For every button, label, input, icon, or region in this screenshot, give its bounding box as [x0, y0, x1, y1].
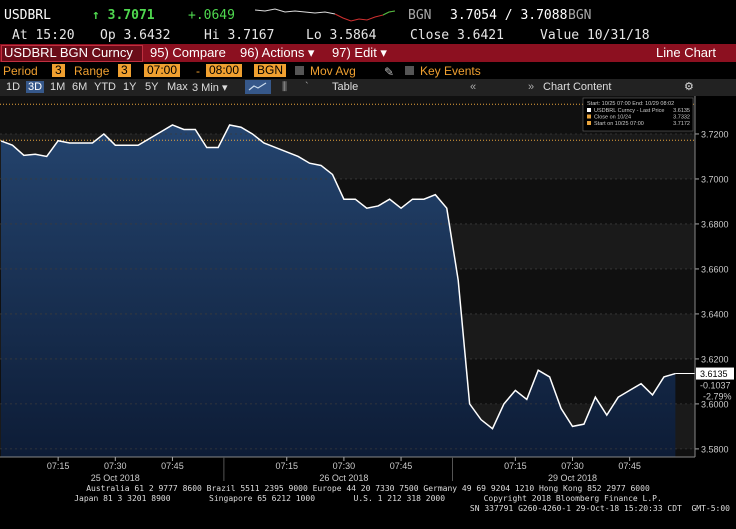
checkbox[interactable]: [405, 66, 414, 75]
quote-low: Lo 3.5864: [306, 28, 377, 43]
chart: 3.5800 3.6000 3.6200 3.6400 3.6600 3.6800 3.70…: [0, 96, 734, 482]
y-tick-label: 3.6200: [701, 354, 729, 364]
legend-name: USDBRL Curncy - Last Price: [594, 108, 664, 114]
x-tick-label: 07:30: [333, 461, 356, 471]
y-tick-label: 3.7000: [701, 174, 729, 184]
legend-range: Start: 10/25 07:00 End: 10/29 08:02: [587, 101, 674, 107]
range-label: Range: [74, 64, 110, 78]
legend-value: 3.7332: [673, 115, 690, 121]
toolbar: USDBRL BGN Curncy 95) Compare 96) Action…: [0, 44, 736, 62]
y-tick-label: 3.6400: [701, 309, 729, 319]
range-field[interactable]: 3: [118, 64, 131, 77]
table-button[interactable]: Table: [332, 81, 359, 93]
source: BGN: [568, 8, 592, 23]
dash: -: [196, 64, 200, 78]
range-button[interactable]: YTD: [94, 81, 116, 93]
last-price: ↑ 3.7071: [92, 8, 155, 23]
last-pct-label: -2.79%: [703, 392, 732, 402]
last-value-label: 3.6135: [700, 369, 728, 379]
x-tick-label: 07:15: [47, 461, 70, 471]
end-field[interactable]: 08:00: [206, 64, 243, 77]
quote-time: At 15:20: [12, 28, 75, 43]
period-label: Period: [3, 64, 38, 78]
legend-swatch: [587, 114, 591, 119]
y-tick-label: 3.5800: [701, 444, 729, 454]
sparkline: [255, 8, 395, 22]
range-button[interactable]: 1D: [6, 81, 21, 93]
legend-box: [582, 97, 694, 132]
x-tick-label: 07:15: [504, 461, 527, 471]
range-button[interactable]: 6M: [72, 81, 88, 93]
x-tick-label: 07:30: [104, 461, 127, 471]
legend-value: 3.7172: [673, 121, 690, 127]
legend: Start: 10/25 07:00 End: 10/29 08:02USDBR…: [582, 97, 694, 132]
legend-swatch: [587, 121, 591, 125]
last-value-tag: [696, 367, 734, 380]
bid-ask: 3.7054 / 3.7088: [450, 8, 568, 23]
quote-value: Value 10/31/18: [540, 28, 650, 43]
x-tick-label: 07:45: [618, 461, 641, 471]
pencil-icon[interactable]: ✎: [384, 65, 395, 79]
y-tick-label: 3.6800: [701, 219, 729, 229]
area: [1, 124, 676, 457]
chart-content[interactable]: Chart Content: [543, 81, 612, 93]
range-button[interactable]: 5Y: [145, 81, 159, 93]
range-bar: 1D 3D 1M 6M YTD 1Y 5Y Max 3 Min ▾ ⫼ ` Table « »…: [0, 79, 736, 96]
collapse-icon[interactable]: «: [470, 81, 477, 93]
footer: Australia 61 2 9777 8600 Brazil 5511 239…: [0, 484, 736, 514]
legend-swatch: [587, 108, 591, 112]
tick-icon[interactable]: `: [305, 81, 309, 93]
security-field[interactable]: [1, 45, 143, 62]
x-tick-label: 07:45: [161, 461, 184, 471]
range-button[interactable]: 1Y: [123, 81, 137, 93]
y-tick-label: 3.7200: [701, 129, 729, 139]
price-line: [0, 124, 676, 430]
compare-button[interactable]: 95) Compare: [150, 45, 226, 60]
x-tick-label: 07:45: [390, 461, 413, 471]
quote-open: Op 3.6432: [100, 28, 171, 43]
mov-avg[interactable]: Mov Avg: [310, 64, 356, 78]
x-tick-label: 07:30: [561, 461, 584, 471]
edit-button[interactable]: 97) Edit ▾: [332, 45, 387, 60]
source: BGN: [408, 8, 432, 23]
date-label: 29 Oct 2018: [548, 473, 597, 482]
footer-line: SN 337791 G260-4260-1 29-Oct-18 15:20:33…: [469, 504, 730, 513]
y-tick-label: 3.6000: [701, 399, 729, 409]
date-label: 26 Oct 2018: [319, 473, 368, 482]
line-icon-glyph: [248, 82, 267, 91]
source-field[interactable]: BGN: [254, 64, 287, 77]
net-change: +.0649: [188, 8, 235, 23]
key-events[interactable]: Key Events: [420, 64, 481, 78]
quote-close: Close 3.6421: [410, 28, 504, 43]
quote-high: Hi 3.7167: [204, 28, 275, 43]
settings-icon[interactable]: ⚙: [684, 81, 694, 93]
settings-bar: Period 3 Range 3 07:00 - 08:00 BGN Mov A…: [0, 63, 736, 80]
footer-line: Australia 61 2 9777 8600 Brazil 5511 239…: [86, 484, 650, 493]
legend-value: 3.6135: [673, 108, 690, 114]
bar-icon[interactable]: ⫼: [282, 81, 288, 93]
last-change-label: -0.1037: [700, 381, 731, 391]
range-button[interactable]: Max: [167, 81, 188, 93]
actions-button[interactable]: 96) Actions ▾: [240, 45, 315, 60]
start-field[interactable]: 07:00: [144, 64, 181, 77]
expand-icon[interactable]: »: [528, 81, 535, 93]
legend-name: Start on 10/25 07:00: [594, 121, 644, 127]
legend-name: Close on 10/24: [594, 115, 631, 121]
security[interactable]: USDBRL BGN Curncy: [4, 45, 133, 60]
y-tick-label: 3.6600: [701, 264, 729, 274]
checkbox[interactable]: [295, 66, 304, 75]
date-label: 25 Oct 2018: [91, 473, 140, 482]
ticker: USDBRL: [4, 8, 51, 23]
footer-line: Japan 81 3 3201 8900 Singapore 65 6212 1…: [74, 494, 662, 503]
x-tick-label: 07:15: [275, 461, 298, 471]
interval[interactable]: 3 Min ▾: [192, 82, 228, 94]
range-button[interactable]: 1M: [50, 81, 66, 93]
period-field[interactable]: 3: [52, 64, 65, 77]
range-button[interactable]: 3D: [26, 81, 45, 93]
chart-type[interactable]: Line Chart: [656, 45, 716, 60]
